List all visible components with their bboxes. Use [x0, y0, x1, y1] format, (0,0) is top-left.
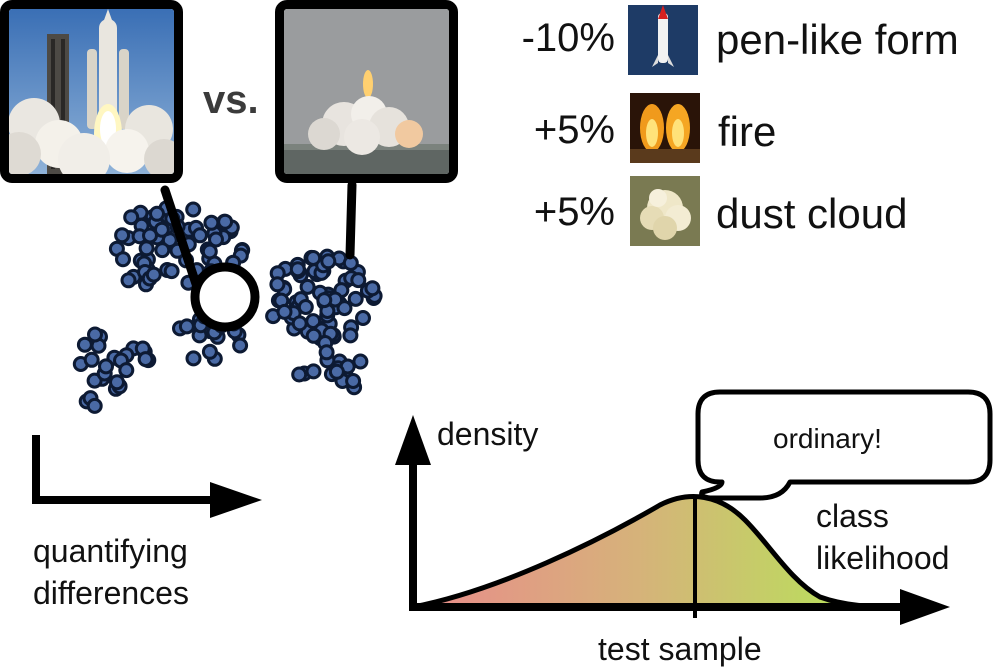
scatter-point [276, 303, 293, 320]
curve-label-line: class [816, 498, 889, 534]
scatter-point [109, 374, 125, 391]
scatter-point [120, 272, 137, 289]
scatter-point [115, 251, 131, 268]
scatter-point [297, 299, 314, 315]
difference-axis-arrow [32, 435, 262, 518]
scatter-point [269, 276, 286, 293]
speech-bubble [695, 389, 993, 501]
selected-point-ring [190, 262, 260, 332]
scatter-point [289, 261, 306, 278]
scatter-point [232, 337, 249, 354]
scatter-point [305, 363, 322, 380]
scatter-point [201, 243, 218, 260]
scatter-point [336, 300, 353, 317]
scatter-point [208, 231, 224, 248]
rocket-icon [628, 5, 698, 75]
dust-cloud-icon [630, 176, 700, 246]
scatter-point [123, 209, 140, 226]
scatter-point [185, 201, 202, 218]
scatter-point [149, 205, 165, 222]
scatter-point [355, 310, 371, 326]
scatter-point [163, 263, 180, 280]
feature-label: dust cloud [716, 190, 908, 237]
scatter-point [350, 272, 367, 289]
scatter-point [305, 327, 322, 344]
scatter-point [364, 280, 381, 297]
scatter-point [320, 253, 337, 270]
right-photo-connector [345, 180, 357, 260]
versus-label: vs. [203, 78, 259, 122]
difference-axis-label: quantifying differences [33, 530, 189, 614]
scatter-point [201, 343, 218, 360]
scatter-point [347, 290, 364, 307]
scatter-point [154, 242, 171, 259]
feature-label: pen-like form [716, 16, 959, 63]
scatter-point [318, 344, 335, 361]
scatter-point [145, 266, 162, 283]
density-y-label: density [437, 416, 539, 452]
scatter-point [86, 397, 103, 414]
difference-axis-label-line: quantifying [33, 533, 188, 569]
feature-label: fire [718, 108, 777, 155]
class-likelihood-curve [412, 494, 901, 610]
scatter-point [192, 227, 208, 244]
scatter-point [291, 315, 308, 332]
scatter-point [98, 358, 114, 375]
scatter-point [137, 351, 154, 368]
scatter-point [328, 363, 345, 380]
scatter-point [114, 227, 131, 244]
scatter-point [87, 326, 103, 343]
scatter-point [299, 278, 316, 295]
scatter-points [72, 200, 383, 414]
scatter-point [118, 362, 135, 379]
feature-delta: -10% [521, 16, 615, 60]
test-sample-label: test sample [598, 631, 762, 667]
scatter-point [345, 373, 362, 389]
density-x-arrowhead [900, 589, 950, 625]
launch-pad-photo [0, 0, 183, 183]
scatter-point [291, 366, 308, 383]
curve-label-line: likelihood [816, 540, 950, 576]
feature-delta: +5% [533, 190, 615, 234]
scatter-point [153, 221, 170, 238]
scatter-point [305, 250, 322, 266]
scatter-point [342, 327, 359, 344]
fire-icon [630, 93, 700, 163]
density-y-arrowhead [395, 415, 431, 465]
feature-delta: +5% [533, 108, 615, 152]
scatter-point [83, 351, 100, 368]
difference-axis-label-line: differences [33, 575, 189, 611]
scatter-point [316, 292, 333, 309]
left-photo-connector [160, 185, 203, 295]
scatter-point [217, 213, 234, 230]
curve-label: class likelihood [816, 495, 949, 579]
speech-bubble-text: ordinary! [773, 423, 882, 454]
launch-distance-photo [275, 0, 458, 183]
class-likelihood-area [413, 496, 900, 607]
scatter-point [185, 350, 202, 367]
